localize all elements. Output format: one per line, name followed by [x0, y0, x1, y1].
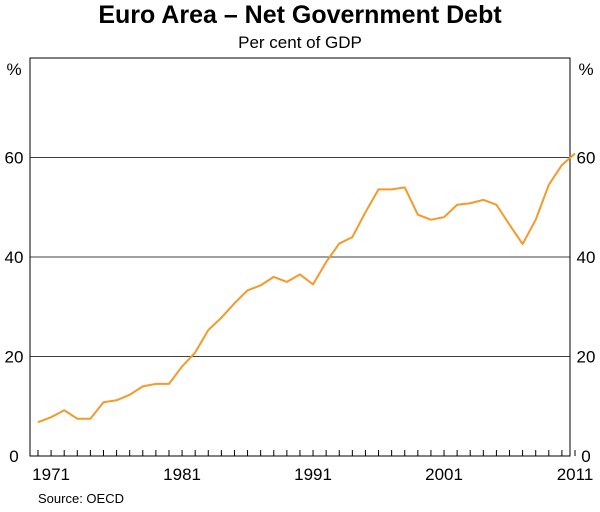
y-unit-left: %	[6, 60, 21, 79]
y-tick-label-left: 0	[9, 447, 18, 466]
series-line-net-government-debt	[37, 152, 576, 424]
y-unit-right: %	[578, 60, 593, 79]
y-tick-label-left: 20	[5, 348, 24, 367]
y-tick-label-left: 40	[5, 248, 24, 267]
source-note: Source: OECD	[38, 491, 124, 506]
x-tick-label: 1971	[32, 465, 70, 484]
y-tick-label-right: 0	[581, 447, 590, 466]
chart-subtitle: Per cent of GDP	[238, 33, 362, 52]
y-tick-label-right: 60	[577, 149, 596, 168]
chart-title: Euro Area – Net Government Debt	[98, 1, 502, 29]
x-tick-label: 2011	[557, 465, 594, 484]
y-tick-label-right: 20	[577, 348, 596, 367]
y-tick-label-left: 60	[5, 149, 24, 168]
y-tick-label-right: 40	[577, 248, 596, 267]
gridlines	[30, 157, 570, 357]
x-tick-label: 1991	[294, 465, 332, 484]
x-tick-label: 1981	[163, 465, 201, 484]
x-axis-ticks: 1971 1981 1991 2001 2011	[32, 450, 593, 484]
y-axis-ticks: 0 0 20 20 40 40 60 60	[5, 149, 596, 467]
x-tick-label: 2001	[425, 465, 463, 484]
